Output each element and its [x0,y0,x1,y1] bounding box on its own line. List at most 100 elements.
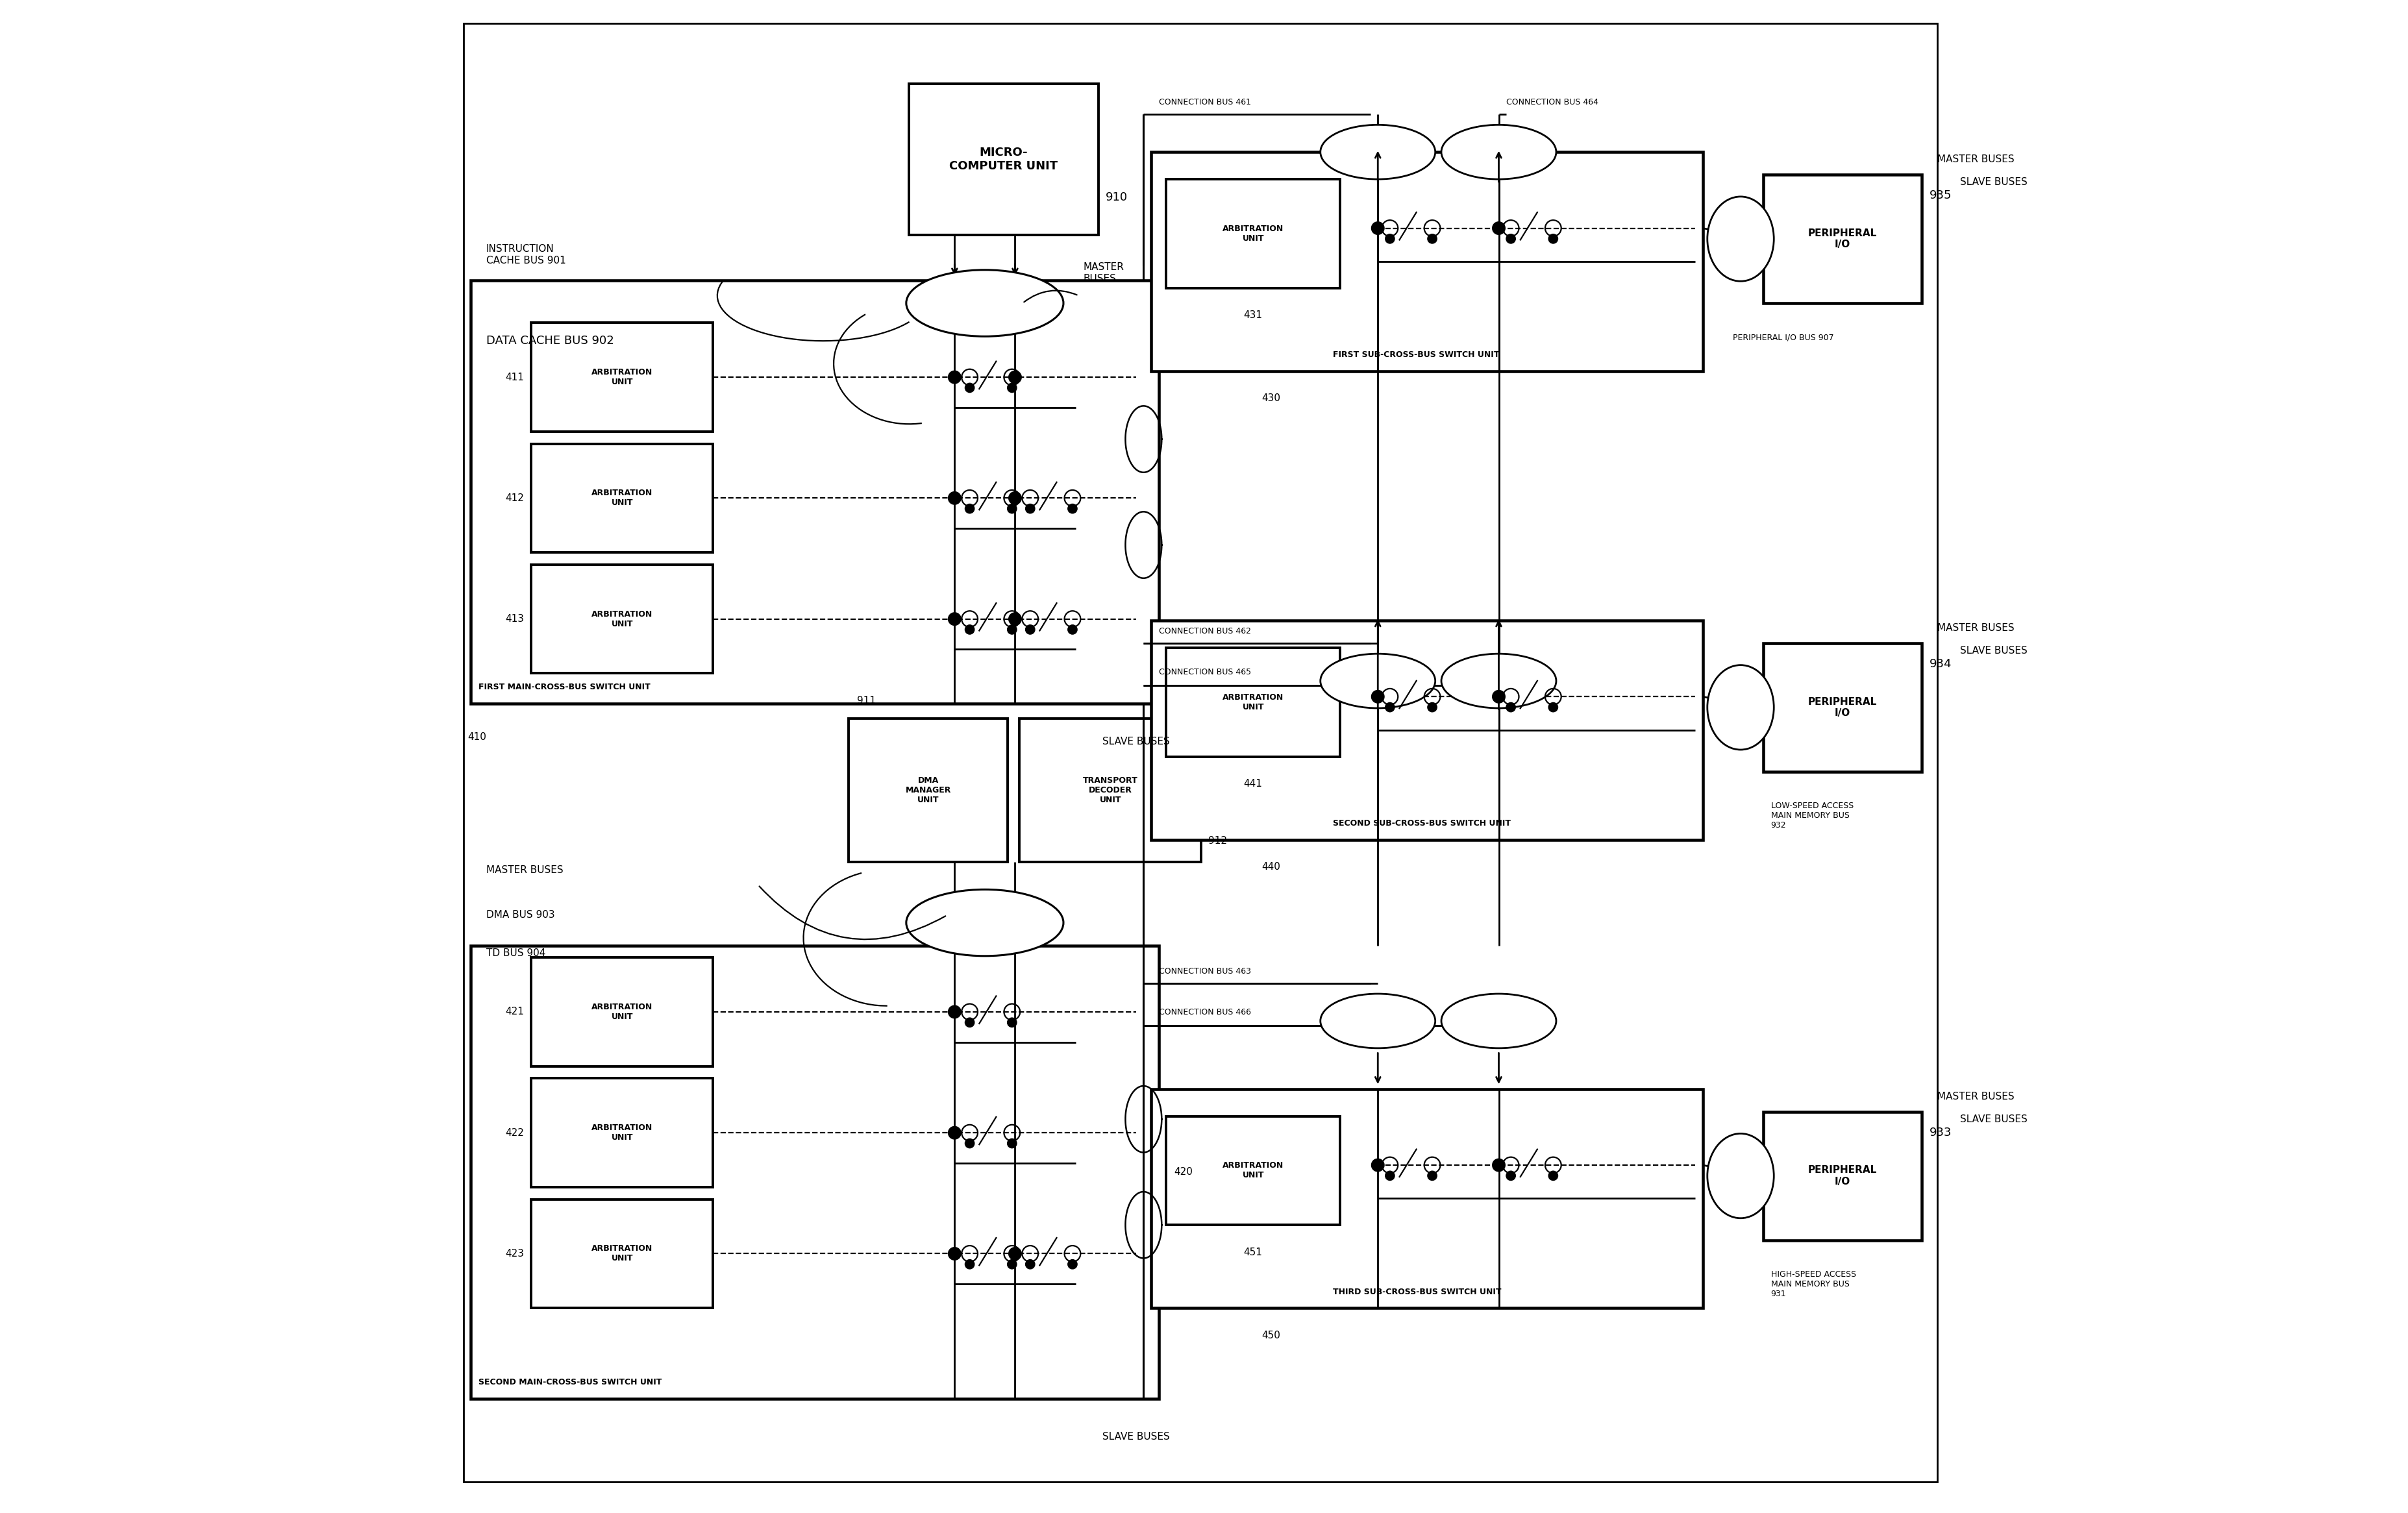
Circle shape [1428,1171,1438,1180]
Text: 420: 420 [1173,1167,1192,1177]
Text: 410: 410 [467,732,486,741]
Text: 440: 440 [1262,862,1281,871]
Text: 935: 935 [1929,189,1953,201]
Text: 441: 441 [1245,779,1262,788]
Text: 934: 934 [1929,658,1953,670]
Text: SECOND SUB-CROSS-BUS SWITCH UNIT: SECOND SUB-CROSS-BUS SWITCH UNIT [1334,819,1512,828]
Ellipse shape [905,890,1064,956]
Text: LOW-SPEED ACCESS
MAIN MEMORY BUS
932: LOW-SPEED ACCESS MAIN MEMORY BUS 932 [1770,802,1854,829]
Text: FIRST SUB-CROSS-BUS SWITCH UNIT: FIRST SUB-CROSS-BUS SWITCH UNIT [1334,351,1500,359]
Circle shape [1505,235,1515,244]
Text: DMA
MANAGER
UNIT: DMA MANAGER UNIT [905,776,951,805]
Circle shape [1493,222,1505,235]
Circle shape [1385,702,1394,713]
Text: 413: 413 [506,614,525,623]
Text: CONNECTION BUS 461: CONNECTION BUS 461 [1158,98,1250,107]
Circle shape [1026,1260,1035,1269]
Circle shape [1009,1247,1021,1260]
Text: PERIPHERAL I/O BUS 907: PERIPHERAL I/O BUS 907 [1734,333,1835,342]
Text: 412: 412 [506,493,525,502]
Bar [532,564,713,673]
Ellipse shape [1442,124,1556,179]
Text: 421: 421 [506,1008,525,1017]
Circle shape [1007,625,1016,634]
Circle shape [1026,625,1035,634]
Text: MASTER BUSES: MASTER BUSES [486,865,563,875]
Circle shape [966,504,975,513]
Text: ARBITRATION
UNIT: ARBITRATION UNIT [592,1003,653,1021]
Circle shape [1026,504,1035,513]
Circle shape [1428,702,1438,713]
Bar [472,946,1158,1398]
Bar [532,322,713,431]
Ellipse shape [1707,1133,1775,1218]
Text: 933: 933 [1929,1127,1953,1138]
Circle shape [1007,383,1016,392]
Text: SLAVE BUSES: SLAVE BUSES [1960,646,2028,655]
Text: CONNECTION BUS 466: CONNECTION BUS 466 [1158,1008,1250,1017]
Text: 910: 910 [1105,192,1127,203]
Text: MASTER
BUSES: MASTER BUSES [1084,262,1125,283]
Text: TRANSPORT
DECODER
UNIT: TRANSPORT DECODER UNIT [1084,776,1139,805]
Bar [1165,179,1339,287]
Circle shape [1505,1171,1515,1180]
Ellipse shape [1320,124,1435,179]
Ellipse shape [1320,654,1435,708]
Text: 422: 422 [506,1127,525,1138]
Text: PERIPHERAL
I/O: PERIPHERAL I/O [1808,1165,1878,1186]
Circle shape [1373,222,1385,235]
Circle shape [1548,1171,1558,1180]
Ellipse shape [1442,654,1556,708]
Text: 411: 411 [506,372,525,383]
Circle shape [949,1006,961,1018]
Bar [532,1200,713,1309]
Text: ARBITRATION
UNIT: ARBITRATION UNIT [592,1124,653,1142]
Circle shape [1373,1159,1385,1171]
Text: SLAVE BUSES: SLAVE BUSES [1103,1431,1170,1442]
Circle shape [966,383,975,392]
Text: MASTER BUSES: MASTER BUSES [1936,1092,2013,1101]
Text: 430: 430 [1262,393,1281,402]
Text: 431: 431 [1243,310,1262,321]
Circle shape [1009,613,1021,625]
Ellipse shape [1442,994,1556,1049]
Text: MASTER BUSES: MASTER BUSES [1936,154,2013,165]
Circle shape [1067,1260,1076,1269]
Circle shape [1493,690,1505,704]
Text: FIRST MAIN-CROSS-BUS SWITCH UNIT: FIRST MAIN-CROSS-BUS SWITCH UNIT [479,682,650,691]
Bar [1165,1117,1339,1226]
Text: ARBITRATION
UNIT: ARBITRATION UNIT [592,368,653,386]
Bar [910,85,1098,235]
Circle shape [966,625,975,634]
Text: HIGH-SPEED ACCESS
MAIN MEMORY BUS
931: HIGH-SPEED ACCESS MAIN MEMORY BUS 931 [1770,1271,1857,1298]
Text: ARBITRATION
UNIT: ARBITRATION UNIT [1223,224,1283,242]
Circle shape [1428,235,1438,244]
Text: MICRO-
COMPUTER UNIT: MICRO- COMPUTER UNIT [949,147,1057,172]
Text: INSTRUCTION
CACHE BUS 901: INSTRUCTION CACHE BUS 901 [486,244,566,265]
Circle shape [966,1139,975,1148]
Circle shape [1067,504,1076,513]
Text: CONNECTION BUS 464: CONNECTION BUS 464 [1507,98,1599,107]
Bar [532,443,713,552]
Ellipse shape [1707,197,1775,281]
Ellipse shape [1320,994,1435,1049]
Circle shape [1067,625,1076,634]
Text: SLAVE BUSES: SLAVE BUSES [1960,177,2028,188]
Text: MASTER BUSES: MASTER BUSES [1936,623,2013,632]
Text: DMA BUS 903: DMA BUS 903 [486,911,554,920]
Circle shape [1505,702,1515,713]
Bar [1165,648,1339,756]
Text: 912: 912 [1209,835,1228,846]
Text: ARBITRATION
UNIT: ARBITRATION UNIT [592,1245,653,1263]
Bar [1763,174,1922,303]
Text: CONNECTION BUS 463: CONNECTION BUS 463 [1158,967,1250,976]
Text: ARBITRATION
UNIT: ARBITRATION UNIT [592,489,653,507]
Text: PERIPHERAL
I/O: PERIPHERAL I/O [1808,697,1878,717]
Text: ARBITRATION
UNIT: ARBITRATION UNIT [1223,1162,1283,1180]
Text: 450: 450 [1262,1330,1281,1341]
Text: 911: 911 [857,696,877,705]
Circle shape [966,1018,975,1027]
Circle shape [1009,492,1021,504]
Bar [1019,719,1202,862]
Text: PERIPHERAL
I/O: PERIPHERAL I/O [1808,228,1878,250]
